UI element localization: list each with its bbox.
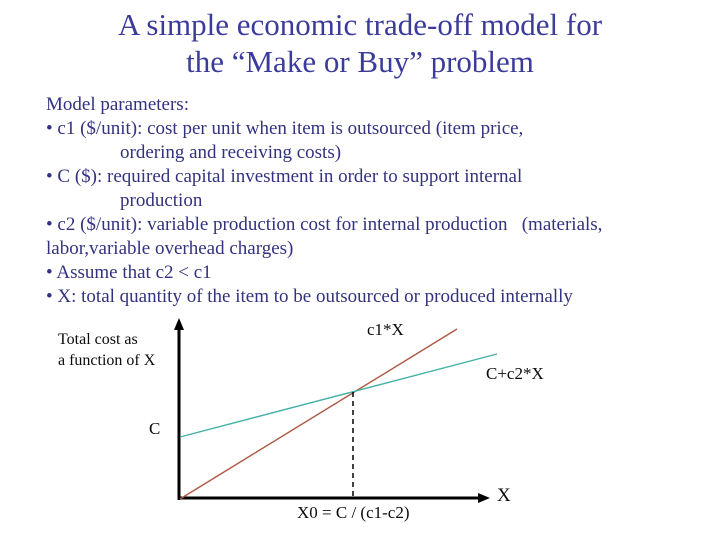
body-line-x: • X: total quantity of the item to be ou…: [46, 286, 573, 307]
body-line-capital-cont: production: [120, 190, 203, 211]
body-line-capital: • C ($): required capital investment in …: [46, 166, 523, 187]
model-parameters-text: Model parameters: • c1 ($/unit): cost pe…: [46, 93, 676, 309]
y-axis-arrow-icon: [174, 318, 184, 330]
c1x-line-label: c1*X: [367, 320, 404, 339]
x-axis-label: X: [497, 485, 511, 506]
body-line-c2: • c2 ($/unit): variable production cost …: [46, 214, 603, 235]
c-intercept-label: C: [149, 419, 161, 438]
body-line-c2-cont: labor,variable overhead charges): [46, 238, 294, 259]
body-line-c1: • c1 ($/unit): cost per unit when item i…: [46, 118, 524, 139]
slide-title-line2: the “Make or Buy” problem: [186, 44, 534, 79]
chart-ylabel-line1: Total cost as: [58, 331, 138, 348]
body-line-model-parameters: Model parameters:: [46, 94, 189, 115]
cc2x-line-label: C+c2*X: [486, 364, 544, 383]
c1x-cost-line: [179, 328, 458, 500]
c2x-cost-line: [179, 353, 498, 438]
chart-ylabel-line2: a function of X: [58, 352, 156, 369]
body-line-c1-cont: ordering and receiving costs): [120, 142, 342, 163]
slide-title: A simple economic trade-off model for th…: [0, 6, 720, 80]
breakeven-label: X0 = C / (c1-c2): [297, 503, 410, 522]
slide-title-line1: A simple economic trade-off model for: [117, 7, 603, 42]
x-axis-arrow-icon: [478, 493, 490, 503]
body-line-assumption: • Assume that c2 < c1: [46, 262, 212, 283]
chart-ylabel: Total cost as a function of X: [58, 329, 155, 371]
